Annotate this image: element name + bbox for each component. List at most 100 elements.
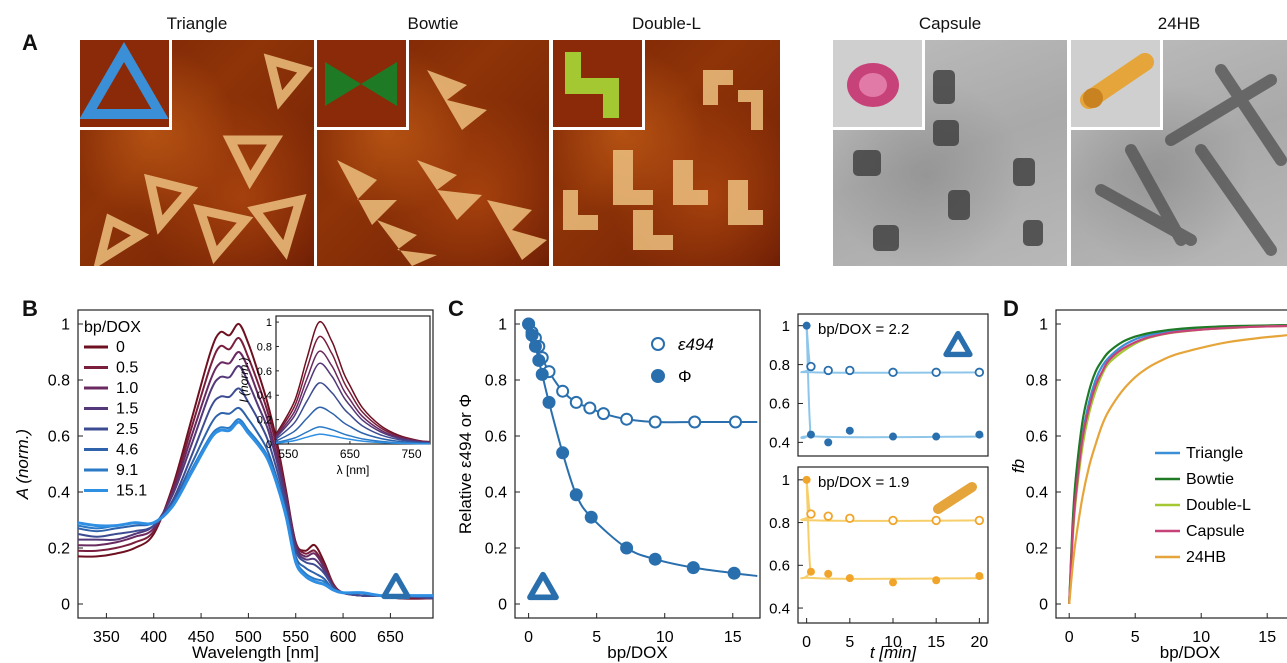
phi-point (824, 569, 833, 578)
epsilon-point (569, 395, 583, 409)
epsilon-point (888, 367, 898, 378)
fb-line-Capsule (1068, 324, 1287, 605)
time-annotation: bp/DOX = 1.9 (818, 474, 909, 491)
24hb-inset (1071, 40, 1163, 130)
spectra-legend-label: 0 (116, 339, 125, 356)
afm-image-bowtie (317, 40, 549, 266)
fb-legend-label: Bowtie (1186, 471, 1234, 488)
spectra-ytick-label: 0.4 (48, 485, 70, 502)
capsule-origami-icon (847, 63, 899, 107)
epsilon-point (556, 384, 570, 398)
emission-ytick-label: 0.4 (257, 390, 272, 402)
tem-image-capsule (833, 40, 1067, 266)
epsilon-point (729, 415, 742, 429)
epsilon-point (806, 361, 816, 372)
emission-xtick-label: 550 (278, 447, 298, 461)
spectra-ytick-label: 1 (61, 317, 70, 334)
fb-line-Bowtie (1068, 324, 1287, 605)
epsilon-point (845, 513, 855, 523)
phi-point (522, 317, 536, 331)
tem-image-24hb (1071, 40, 1287, 266)
time-ytick-label: 1 (782, 472, 790, 489)
afm-image-double-l (553, 40, 780, 266)
phi-point (845, 426, 854, 435)
title-capsule: Capsule (918, 14, 982, 33)
spectra-xtick-label: 400 (140, 629, 167, 646)
fb-ytick-label: 0.8 (1026, 373, 1048, 390)
title-double-l: Double-L (632, 14, 701, 33)
fb-plot-frame (1055, 309, 1287, 619)
phi-point (620, 541, 634, 555)
epsilon-point (931, 515, 941, 526)
time-ytick-label: 0.6 (769, 558, 790, 575)
fb-legend-label: Capsule (1186, 523, 1245, 540)
spectra-x-axis-label: Wavelength [nm] (192, 643, 319, 662)
title-24hb: 24HB (1157, 14, 1201, 33)
time-xtick-label: 10 (884, 634, 902, 651)
emission-ytick-label: 0 (266, 439, 272, 451)
legend-phi-label: Φ (678, 367, 692, 386)
fb-legend-label: Double-L (1186, 497, 1251, 514)
relative-ytick-label: 0 (498, 597, 507, 614)
panel-label-c: C (448, 296, 464, 321)
spectrum-line-15.1 (77, 420, 433, 598)
epsilon-point (806, 509, 816, 519)
spectra-plot-frame (77, 309, 434, 619)
spectra-legend-label: 1.0 (116, 380, 138, 397)
spectra-legend-label: 4.6 (116, 442, 138, 459)
title-bowtie: Bowtie (407, 14, 459, 33)
spectra-xtick-label: 350 (93, 629, 120, 646)
capsule-inset (833, 40, 925, 130)
relative-xtick-label: 15 (724, 629, 742, 646)
epsilon-point (974, 367, 985, 378)
fb-xtick-label: 10 (1192, 629, 1210, 646)
fb-ytick-label: 0.6 (1026, 429, 1048, 446)
phi-point (542, 395, 556, 409)
relative-ytick-label: 0.4 (485, 485, 507, 502)
phi-point (975, 571, 984, 580)
emission-ytick-label: 1 (266, 317, 272, 329)
phi-point (525, 328, 539, 342)
spectra-y-axis-label: A (norm.) (13, 429, 32, 500)
time-ytick-label: 0.8 (769, 357, 790, 374)
spectra-ytick-label: 0 (61, 597, 70, 614)
time-course-triangle-chart: 0.4 0.6 0.8 1 bp/DOX = 2.2 (769, 313, 989, 457)
epsilon-point (583, 401, 597, 415)
fb-xtick-label: 15 (1258, 629, 1276, 646)
epsilon-point (823, 365, 833, 376)
epsilon-fit-line (800, 325, 984, 374)
phi-point (648, 552, 662, 566)
24hb-origami-icon (933, 482, 977, 514)
emission-x-axis-label: λ [nm] (337, 463, 370, 477)
epsilon-point (620, 412, 634, 426)
epsilon-fit-line (527, 323, 758, 424)
phi-point (686, 561, 700, 575)
phi-fit-line (800, 325, 984, 439)
phi-point (806, 567, 815, 576)
epsilon-point (931, 367, 941, 378)
time-xtick-label: 5 (845, 634, 854, 651)
fb-ytick-label: 0 (1039, 597, 1048, 614)
phi-point (802, 321, 811, 330)
relative-y-axis-label: Relative ε494 or Φ (456, 394, 475, 534)
epsilon-fit-line (800, 479, 984, 522)
legend-epsilon-marker (651, 337, 665, 351)
phi-point (532, 353, 546, 367)
relative-plot-frame (514, 309, 761, 619)
panel-label-b: B (22, 296, 38, 321)
spectra-xtick-label: 600 (330, 629, 357, 646)
fb-line-Triangle (1068, 324, 1287, 605)
emission-line (275, 350, 431, 443)
absorption-spectra-chart: 350 400 450 500 550 600 650 0 0.2 0.4 0.6 0.8 1 Wavel… (13, 309, 434, 662)
phi-point (556, 446, 570, 460)
spectra-legend-title: bp/DOX (84, 319, 141, 336)
spectra-xtick-label: 650 (377, 629, 404, 646)
epsilon-point (688, 415, 702, 429)
phi-point (889, 578, 897, 587)
phi-point (889, 432, 897, 441)
phi-point (535, 367, 549, 381)
bowtie-inset (317, 40, 409, 130)
time-ytick-label: 1 (782, 318, 790, 335)
spectra-xtick-label: 550 (282, 629, 309, 646)
emission-y-axis-label: I (norm.) (237, 357, 251, 402)
